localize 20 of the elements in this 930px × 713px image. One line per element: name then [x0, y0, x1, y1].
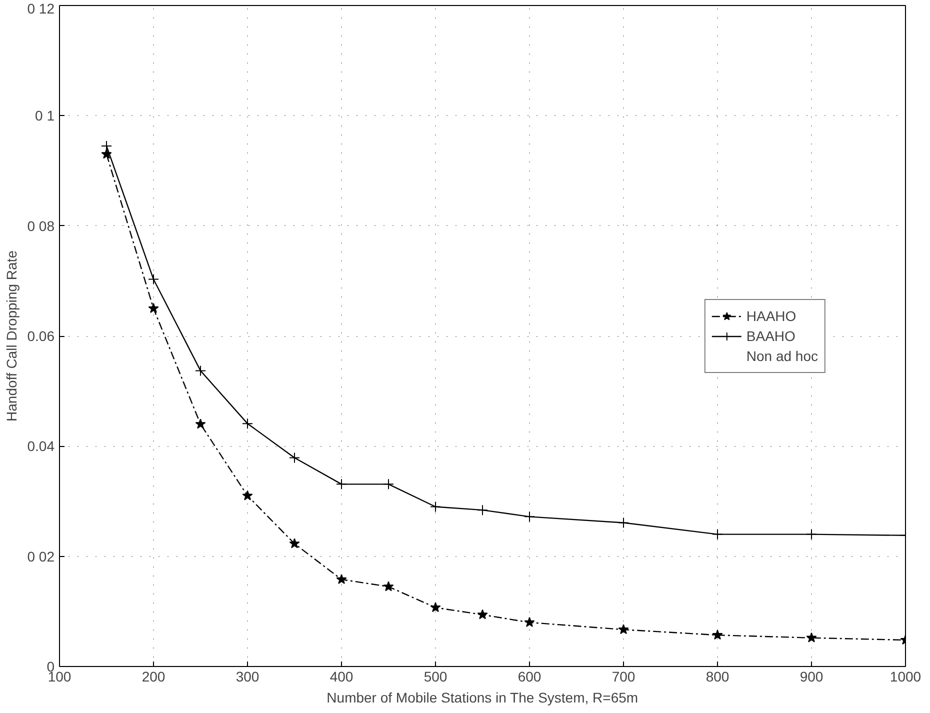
x-tick-label: 500 [424, 668, 448, 684]
x-axis-title: Number of Mobile Stations in The System, R=65m [326, 690, 638, 706]
y-tick-label: 0 12 [27, 0, 55, 16]
y-axis-title: Handoff Call Dropping Rate [3, 250, 20, 422]
y-tick-label: 0 02 [27, 548, 55, 564]
legend-label: BAAHO [746, 328, 796, 344]
x-tick-label: 600 [518, 668, 542, 684]
y-tick-label: 0 08 [27, 218, 55, 234]
y-tick-label: 0 1 [35, 108, 55, 124]
x-tick-label: 900 [800, 668, 824, 684]
text: Non ad hoc [746, 348, 818, 364]
x-tick-label: 300 [236, 668, 260, 684]
x-tick-label: 1000 [890, 668, 922, 684]
legend-label: HAAHO [746, 308, 796, 324]
y-tick-label: 0.04 [27, 438, 55, 454]
x-tick-label: 800 [706, 668, 730, 684]
y-tick-label: 0.06 [27, 328, 55, 344]
x-tick-label: 400 [330, 668, 354, 684]
x-tick-label: 700 [612, 668, 636, 684]
x-tick-label: 200 [142, 668, 166, 684]
